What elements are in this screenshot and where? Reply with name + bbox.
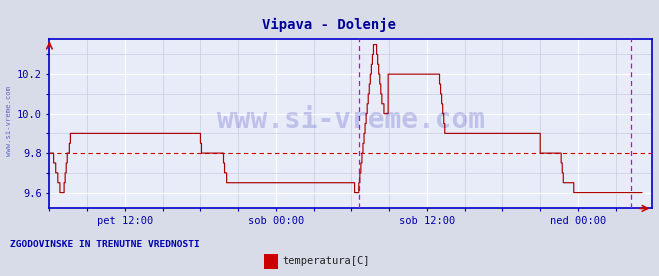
Text: ZGODOVINSKE IN TRENUTNE VREDNOSTI: ZGODOVINSKE IN TRENUTNE VREDNOSTI — [10, 240, 200, 249]
Text: Vipava - Dolenje: Vipava - Dolenje — [262, 18, 397, 32]
Text: www.si-vreme.com: www.si-vreme.com — [5, 86, 12, 156]
Text: www.si-vreme.com: www.si-vreme.com — [217, 106, 485, 134]
Text: temperatura[C]: temperatura[C] — [282, 256, 370, 266]
